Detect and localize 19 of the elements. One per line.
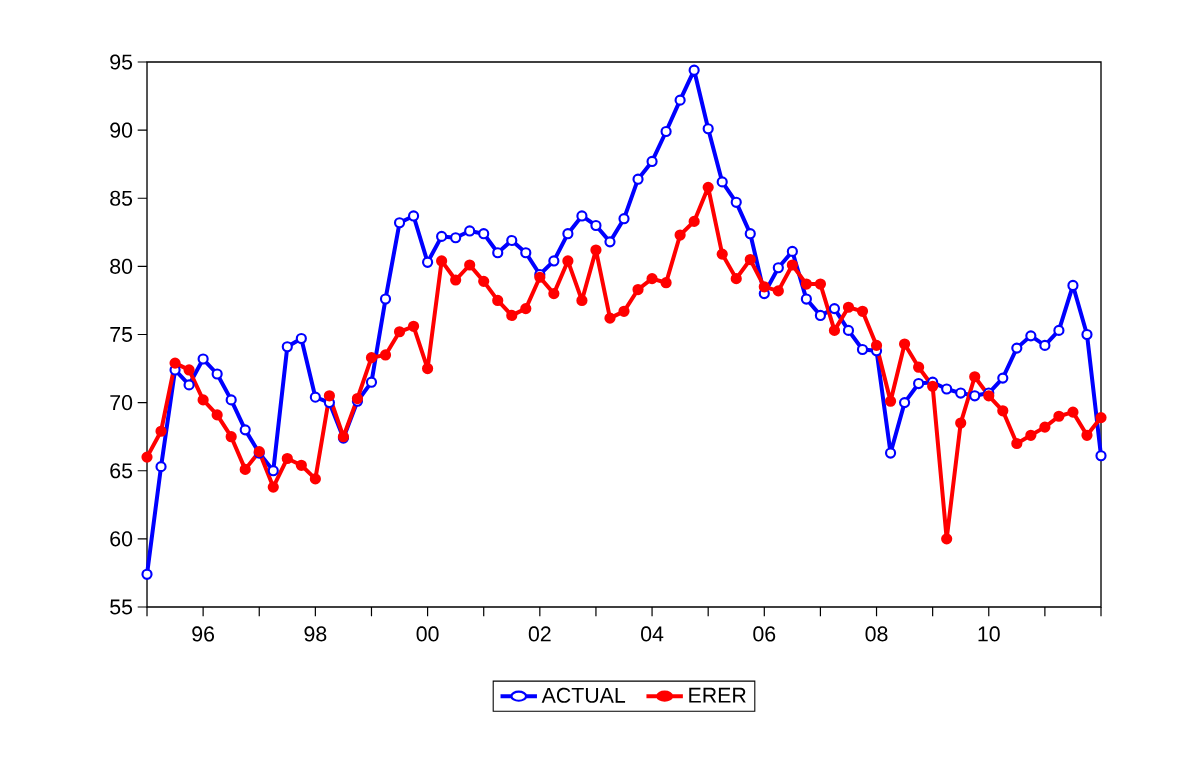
x-tick-label: 98 (304, 626, 327, 642)
x-tick-label: 10 (978, 626, 1000, 642)
y-tick-label: 80 (110, 258, 133, 274)
x-tick-label: 02 (528, 626, 551, 642)
x-tick-label: 04 (641, 626, 664, 642)
y-tick-label: 75 (110, 327, 133, 342)
x-tick-label: 96 (192, 626, 215, 642)
x-tick-label: 08 (865, 626, 888, 642)
y-tick-label: 65 (110, 463, 133, 479)
x-tick-label: 00 (416, 626, 439, 642)
y-tick-label: 55 (110, 599, 133, 615)
legend-label: ERER (689, 687, 746, 703)
y-tick-label: 85 (110, 190, 133, 206)
x-tick-label: 06 (753, 626, 776, 642)
y-tick-label: 60 (110, 531, 133, 547)
y-tick-label: 95 (110, 54, 133, 70)
y-tick-label: 90 (110, 122, 133, 138)
legend-label: ACTUAL (541, 687, 626, 703)
y-tick-label: 70 (110, 395, 133, 411)
